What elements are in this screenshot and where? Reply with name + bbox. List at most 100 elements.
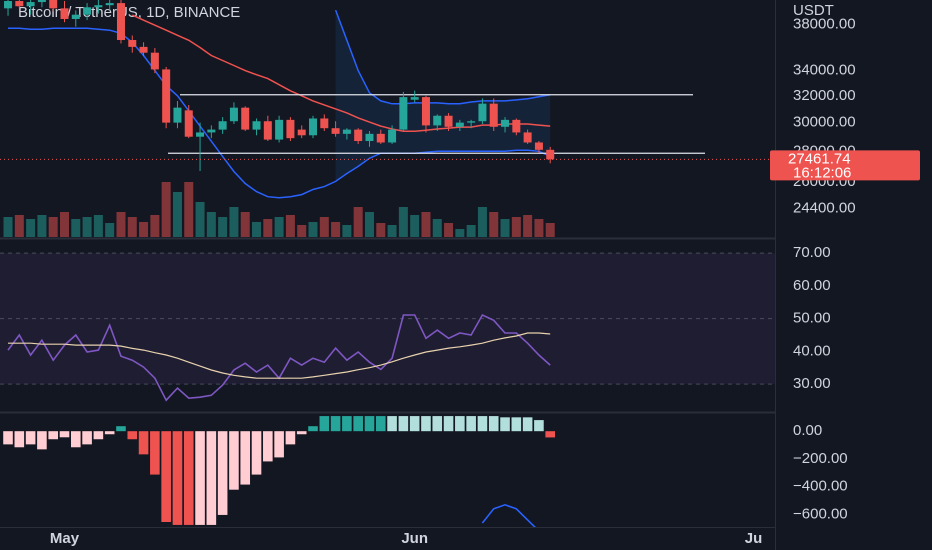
candle-body [229,107,238,122]
histogram-bar [455,416,465,432]
x-tick-label: May [50,530,80,547]
histogram-bar [229,431,239,490]
candle-body [94,5,103,8]
histogram-bar [500,417,510,432]
candle-body [501,119,510,127]
candle-body [15,1,24,7]
volume-bar [161,182,171,237]
volume-bar [534,219,544,237]
volume-bar [184,182,194,237]
volume-bar [139,222,149,237]
volume-bar [127,217,137,237]
volume-bar [455,229,465,237]
y-tick-label: 30000.00 [793,114,856,131]
candle-body [60,8,69,19]
histogram-bar [511,417,522,432]
volume-bar [331,222,341,237]
volume-bar [263,219,273,237]
volume-bar [319,217,329,237]
candle-body [37,0,46,3]
y-tick-label: 40.00 [793,342,831,359]
histogram-bar [48,431,59,440]
volume-bar [376,223,386,237]
volume-bar [489,212,499,237]
series-line [334,9,551,105]
volume-bar [500,219,510,237]
histogram-bar [353,416,363,432]
histogram-bar [37,431,47,450]
histogram-bar [206,431,217,525]
histogram-bar [398,416,409,432]
histogram-bar [104,431,115,435]
y-tick-label: 0.00 [793,422,822,439]
last-price-box [770,150,920,181]
histogram-bar [263,431,273,462]
volume-bar [511,217,521,237]
volume-bar [432,219,442,237]
histogram-bar [409,416,420,432]
candle-body [218,121,227,130]
histogram-bar [330,416,341,432]
volume-bar [105,223,115,237]
volume-bar [398,207,408,237]
volume-bar [342,225,352,237]
volume-bar [14,215,24,237]
y-tick-label: −400.00 [793,478,848,495]
axis-labels: 38000.0034000.0032000.0030000.0028000.00… [770,15,920,522]
candle-body [297,129,306,136]
candle-body [455,122,464,127]
volume-bar [93,215,103,237]
histogram-bar [138,431,149,455]
histogram-bar [25,431,36,445]
candle-body [523,132,532,143]
candle-body [207,129,216,133]
series-line [8,27,551,199]
candle-body [478,103,487,122]
volume-bar [82,217,92,237]
volume-bar [26,219,36,237]
candle-body [128,40,137,47]
histogram-bar [522,417,533,432]
histogram-bar [466,416,476,432]
volume-bar [240,212,250,237]
x-tick-label: Jun [401,530,428,547]
histogram-bar [240,431,251,485]
x-tick-label: Ju [745,530,763,547]
candle-body [399,97,408,130]
candle-body [489,103,498,127]
rsi-pane [0,252,775,402]
volume-bar [172,192,182,237]
price-axis [776,0,932,550]
candle-body [320,118,329,129]
volume-bar [71,219,81,237]
histogram-bar [443,416,454,432]
histogram-bar [116,426,126,432]
histogram-bar [172,431,183,525]
candle-body [512,119,521,133]
histogram-bar [59,431,70,438]
y-tick-label: −600.00 [793,505,848,522]
y-tick-label: 32000.00 [793,87,856,104]
histogram-bar [477,416,488,432]
candle-body [365,133,374,142]
price-pane [0,0,775,237]
volume-bar [274,217,284,237]
histogram-bar [308,426,318,432]
volume-bar [218,217,228,237]
candle-body [263,121,272,140]
candle-body [173,107,182,123]
volume-bar [523,215,533,237]
volume-bar [59,212,69,237]
histogram-bar [545,431,556,438]
candle-body [534,142,543,150]
candle-body [421,97,430,126]
volume-bar [285,215,295,237]
histogram-bar [127,431,138,440]
histogram-bar [14,431,25,448]
candle-body [4,1,13,9]
last-price-label: 27461.74 [788,150,851,167]
candle-body [105,3,114,6]
histogram-bar [319,416,330,432]
candle-body [252,121,261,130]
